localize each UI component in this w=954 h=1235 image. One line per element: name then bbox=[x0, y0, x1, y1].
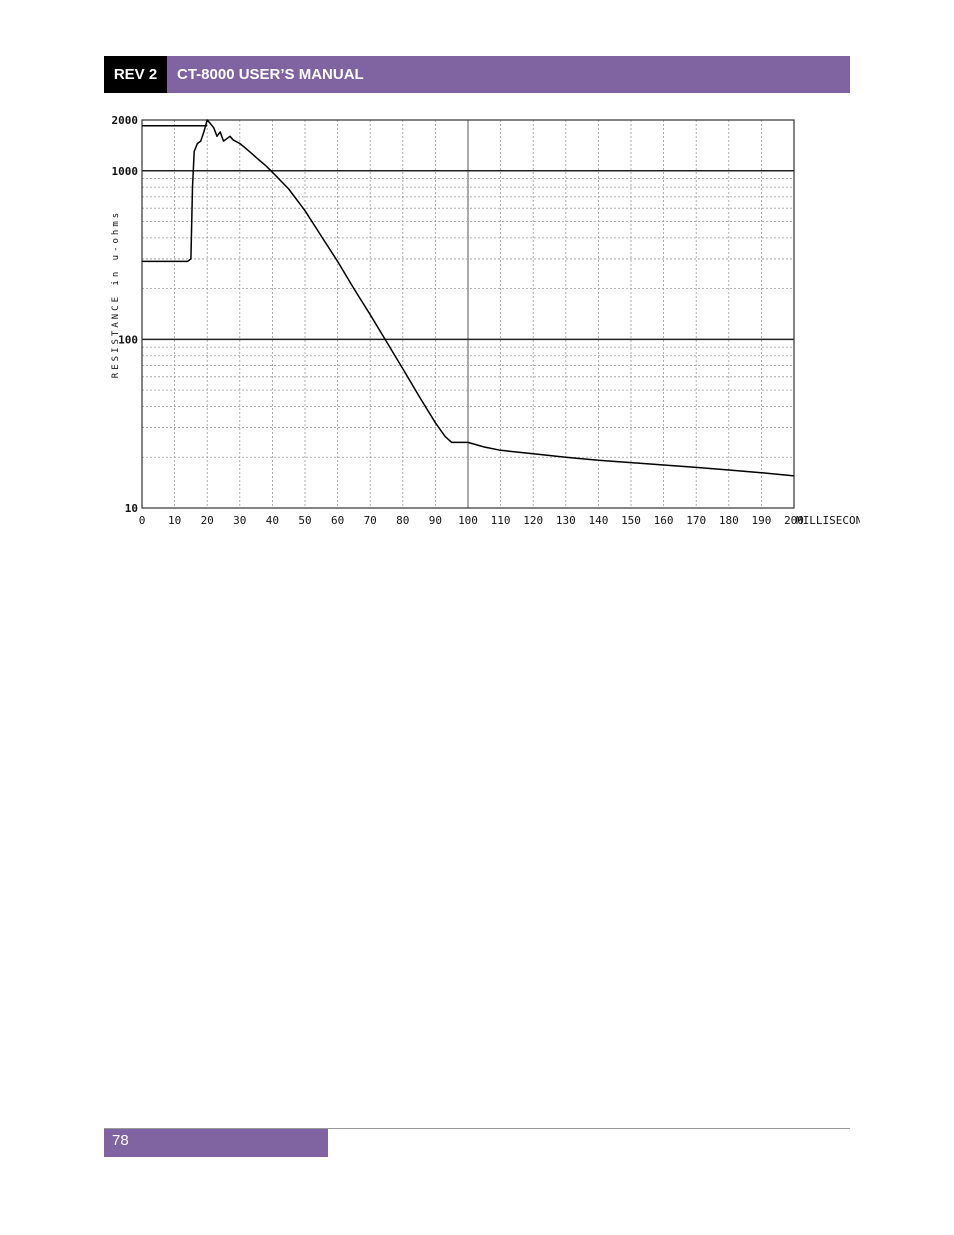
plot-border bbox=[141, 119, 795, 509]
resistance-chart: 0 10 20 30 40 50 60 70 80 90 100 110 120 130 140 150 160… bbox=[100, 108, 860, 538]
x-tick-label: 190 bbox=[751, 514, 771, 527]
x-tick-label: 0 bbox=[139, 514, 146, 527]
y-tick-label: 100 bbox=[118, 333, 138, 346]
x-tick-label: 70 bbox=[364, 514, 377, 527]
footer-rule bbox=[104, 1128, 850, 1129]
x-tick-label: 60 bbox=[331, 514, 344, 527]
x-tick-label: 170 bbox=[686, 514, 706, 527]
x-tick-label: 40 bbox=[266, 514, 279, 527]
x-tick-label: 200 bbox=[784, 514, 804, 527]
x-tick-label: 110 bbox=[491, 514, 511, 527]
y-tick-label: 1000 bbox=[112, 165, 139, 178]
x-tick-label: 20 bbox=[201, 514, 214, 527]
x-tick-label: 80 bbox=[396, 514, 409, 527]
x-tick-label: 50 bbox=[298, 514, 311, 527]
page-header: REV 2 CT-8000 USER’S MANUAL bbox=[104, 56, 850, 93]
x-tick-label: 140 bbox=[588, 514, 608, 527]
page-number: 78 bbox=[104, 1129, 328, 1157]
y-tick-label: 10 bbox=[125, 502, 138, 515]
y-axis-label: RESISTANCE in u-ohms bbox=[111, 210, 121, 378]
revision-label: REV 2 bbox=[104, 56, 167, 93]
y-tick-label: 2000 bbox=[112, 114, 139, 127]
x-axis-label: MILLISECONDS bbox=[796, 514, 860, 527]
x-tick-label: 150 bbox=[621, 514, 641, 527]
chart-svg: 0 10 20 30 40 50 60 70 80 90 100 110 120 130 140 150 160… bbox=[111, 114, 860, 527]
x-tick-label: 160 bbox=[654, 514, 674, 527]
series-line bbox=[142, 119, 795, 477]
x-tick-label: 180 bbox=[719, 514, 739, 527]
x-tick-label: 130 bbox=[556, 514, 576, 527]
x-tick-label: 10 bbox=[168, 514, 181, 527]
x-tick-label: 120 bbox=[523, 514, 543, 527]
manual-title: CT-8000 USER’S MANUAL bbox=[177, 66, 364, 83]
x-tick-label: 90 bbox=[429, 514, 442, 527]
x-tick-label: 30 bbox=[233, 514, 246, 527]
x-tick-label: 100 bbox=[458, 514, 478, 527]
